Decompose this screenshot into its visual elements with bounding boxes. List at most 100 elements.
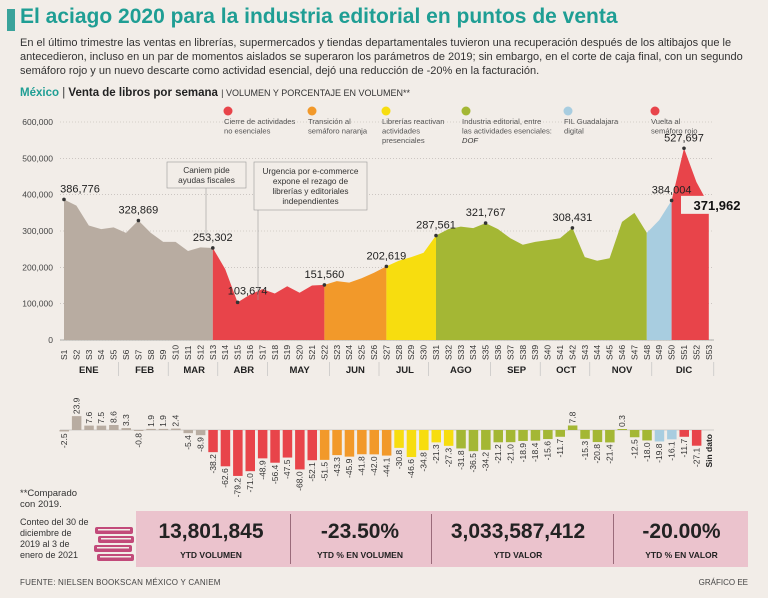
source-note: FUENTE: NIELSEN BOOKSCAN MÉXICO Y CANIEM [20,578,221,587]
data-label: 384,004 [652,184,692,196]
pct-bar [220,430,231,467]
data-label-last: 371,962 [694,198,741,213]
week-tick-label: S29 [406,345,416,360]
month-label: JUL [396,365,414,376]
pct-bar [518,430,528,441]
area-segment-gray [64,199,213,340]
pct-label: 8.6 [109,411,119,423]
stat-divider [290,514,291,564]
pct-bar [394,430,404,448]
data-label: 202,619 [367,250,407,262]
data-point [483,221,488,225]
pct-bar [580,430,590,439]
annotation-text: Caniem pide ayudas fiscales [178,165,235,185]
stat-label: YTD VALOR [493,550,543,560]
week-tick-label: S27 [381,345,391,360]
week-tick-label: S34 [468,345,478,360]
data-point [322,283,327,287]
week-tick-label: S41 [555,345,565,360]
pct-bar [195,430,206,436]
legend-swatch [461,106,471,116]
week-tick-label: S28 [394,345,404,360]
pct-label: -21.3 [431,444,441,464]
week-tick-label: S13 [208,345,218,360]
week-tick-label: S11 [183,345,193,360]
page-title: El aciago 2020 para la industria editori… [20,5,618,28]
month-label: SEP [507,365,527,376]
week-tick-label: S16 [245,345,255,360]
pct-bar [344,430,355,457]
pct-label: -42.0 [369,456,379,476]
week-tick-label: S19 [282,345,292,360]
pct-label: -15.3 [580,441,590,461]
week-tick-label: S14 [220,345,230,360]
week-tick-label: S38 [518,345,528,360]
month-label: ABR [234,365,255,376]
legend-label: Cierre de actividades no esenciales [224,117,296,136]
week-tick-label: S33 [456,345,466,360]
month-label: DIC [676,365,693,376]
data-point [235,300,240,305]
week-tick-label: S49 [654,345,664,360]
pct-bar [357,430,367,455]
pct-label: 7.8 [567,411,577,423]
y-tick-label: 400,000 [22,190,53,200]
pct-label: 7.6 [84,412,94,424]
pct-label: -56.4 [270,464,280,484]
data-point [669,198,674,203]
pct-label: -15.6 [543,441,553,461]
area-segment-red [212,247,325,340]
pct-bar [567,425,578,430]
week-tick-label: S39 [530,345,540,360]
pct-label: 3.3 [121,414,131,426]
month-label: JUN [346,365,365,376]
week-tick-label: S5 [109,349,119,360]
week-tick-label: S2 [71,349,81,360]
data-label: 253,302 [193,232,233,244]
stat-value: 3,033,587,412 [450,520,586,543]
pct-bar [319,430,330,460]
subtitle-chart-name: Venta de libros por semana [68,87,218,99]
week-tick-label: S42 [567,345,577,360]
pct-bar [307,430,317,461]
month-label: FEB [135,365,154,376]
pct-label: -18.4 [530,442,540,462]
week-tick-label: S18 [270,345,280,360]
week-tick-label: S37 [505,345,515,360]
pct-bar [146,428,156,430]
pct-bar [84,425,94,430]
pct-label: -21.4 [605,444,615,464]
legend-label: Vuelta al semáforo rojo [651,117,697,136]
area-segment-blue [646,200,672,340]
intro-paragraph: En el último trimestre las ventas en lib… [20,37,743,77]
pct-label: -43.3 [332,457,342,477]
stat-divider [431,514,432,564]
data-label: 308,431 [553,212,593,224]
week-tick-label: S46 [617,345,627,360]
pct-bar [493,430,503,443]
pct-label: -18.9 [518,443,528,463]
pct-label: -34.8 [419,452,429,472]
pct-label-missing: Sin dato [704,434,714,468]
pct-label: -68.0 [295,471,305,491]
stat-value: -20.00% [642,520,721,543]
legend-swatch [381,106,391,116]
pct-label: -12.5 [629,439,639,459]
annotation-box [166,161,247,189]
week-tick-label: S47 [629,345,639,360]
data-label: 151,560 [305,269,345,281]
pct-label: -21.0 [505,444,515,464]
data-label: 527,697 [664,132,704,144]
legend-swatch [223,106,233,116]
pct-bar [642,430,652,441]
pct-label: -0.8 [133,433,143,448]
legend-swatch [307,106,317,116]
y-tick-label: 0 [48,335,53,345]
week-tick-label: S21 [307,345,317,360]
week-tick-label: S50 [667,345,677,360]
legend-label: Transición al semáforo naranja [308,117,368,136]
pct-bar [505,430,516,443]
graphic-credit: GRÁFICO EE [698,578,748,587]
pct-bar [121,428,131,430]
pct-label: -18.0 [642,442,652,462]
